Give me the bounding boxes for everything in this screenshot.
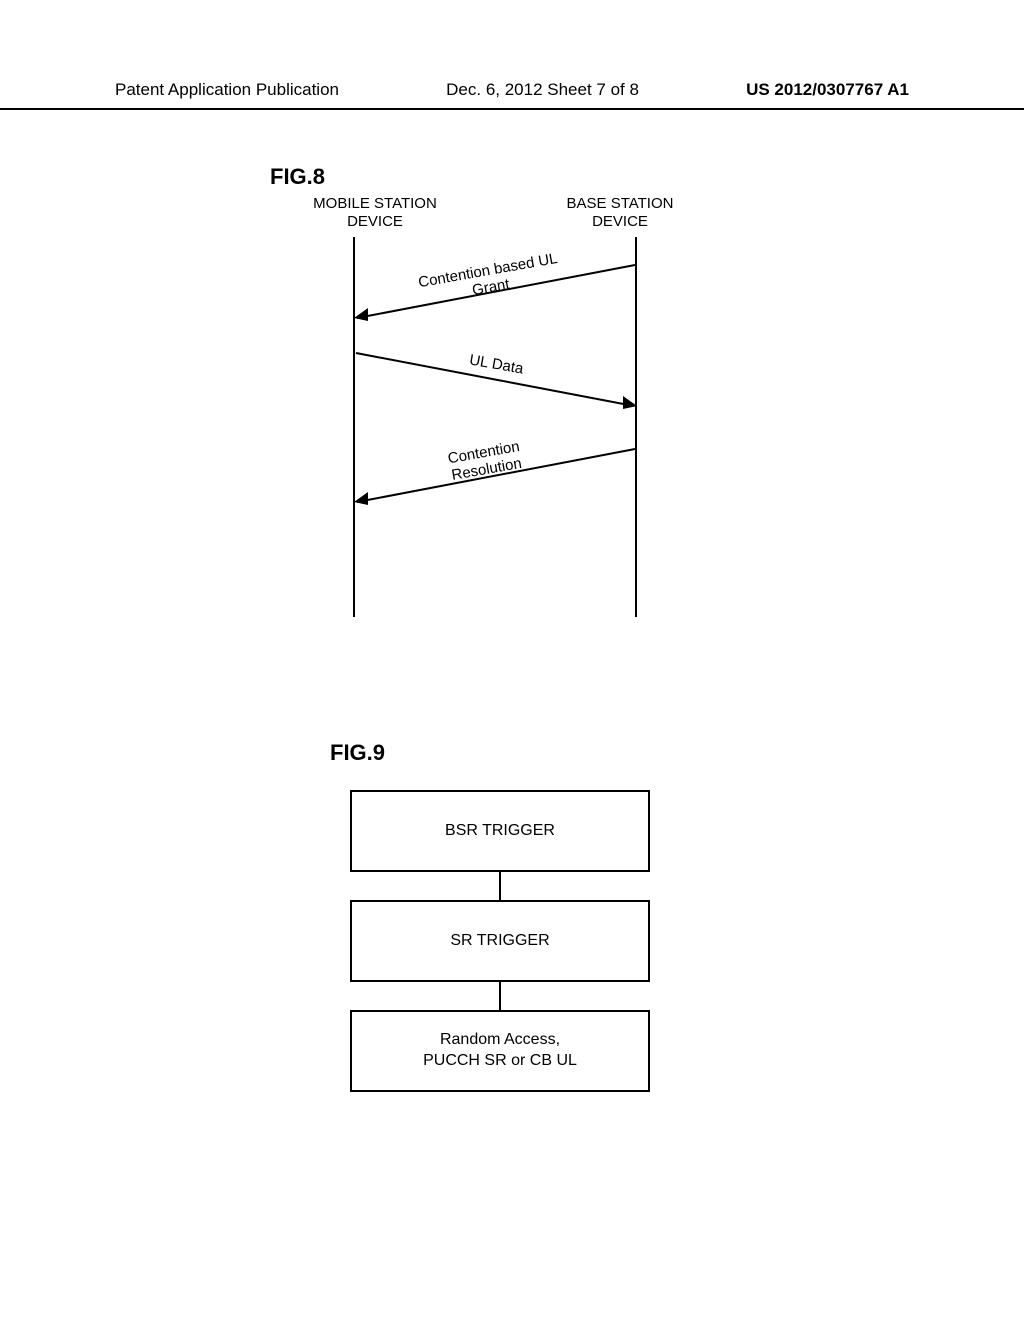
figure-9-label: FIG.9	[330, 740, 385, 766]
box-random-access: Random Access, PUCCH SR or CB UL	[350, 1010, 650, 1092]
figure-9-flowchart: BSR TRIGGER SR TRIGGER Random Access, PU…	[350, 790, 650, 1092]
connector-2	[499, 982, 501, 1010]
msg-ul-data: UL Data	[354, 351, 637, 411]
mobile-station-line1: MOBILE STATION	[313, 195, 437, 212]
mobile-station-line2: DEVICE	[347, 213, 403, 230]
box1-text: BSR TRIGGER	[445, 821, 555, 842]
base-station-line2: DEVICE	[592, 213, 648, 230]
msg-contention-grant: Contention based UL Grant	[354, 263, 637, 323]
box3-line1: Random Access,	[440, 1031, 560, 1048]
mobile-station-title: MOBILE STATION DEVICE	[290, 195, 460, 231]
base-station-line1: BASE STATION	[567, 195, 674, 212]
connector-1	[499, 872, 501, 900]
header-left: Patent Application Publication	[115, 80, 339, 100]
header-right: US 2012/0307767 A1	[746, 80, 909, 100]
page-header: Patent Application Publication Dec. 6, 2…	[0, 80, 1024, 110]
box3-content: Random Access, PUCCH SR or CB UL	[423, 1030, 577, 1072]
box3-line2: PUCCH SR or CB UL	[423, 1052, 577, 1069]
base-station-title: BASE STATION DEVICE	[535, 195, 705, 231]
header-center: Dec. 6, 2012 Sheet 7 of 8	[446, 80, 639, 100]
box-sr-trigger: SR TRIGGER	[350, 900, 650, 982]
box-bsr-trigger: BSR TRIGGER	[350, 790, 650, 872]
msg-contention-resolution: Contention Resolution	[354, 447, 637, 507]
figure-8-label: FIG.8	[270, 164, 325, 190]
box2-text: SR TRIGGER	[450, 931, 549, 952]
